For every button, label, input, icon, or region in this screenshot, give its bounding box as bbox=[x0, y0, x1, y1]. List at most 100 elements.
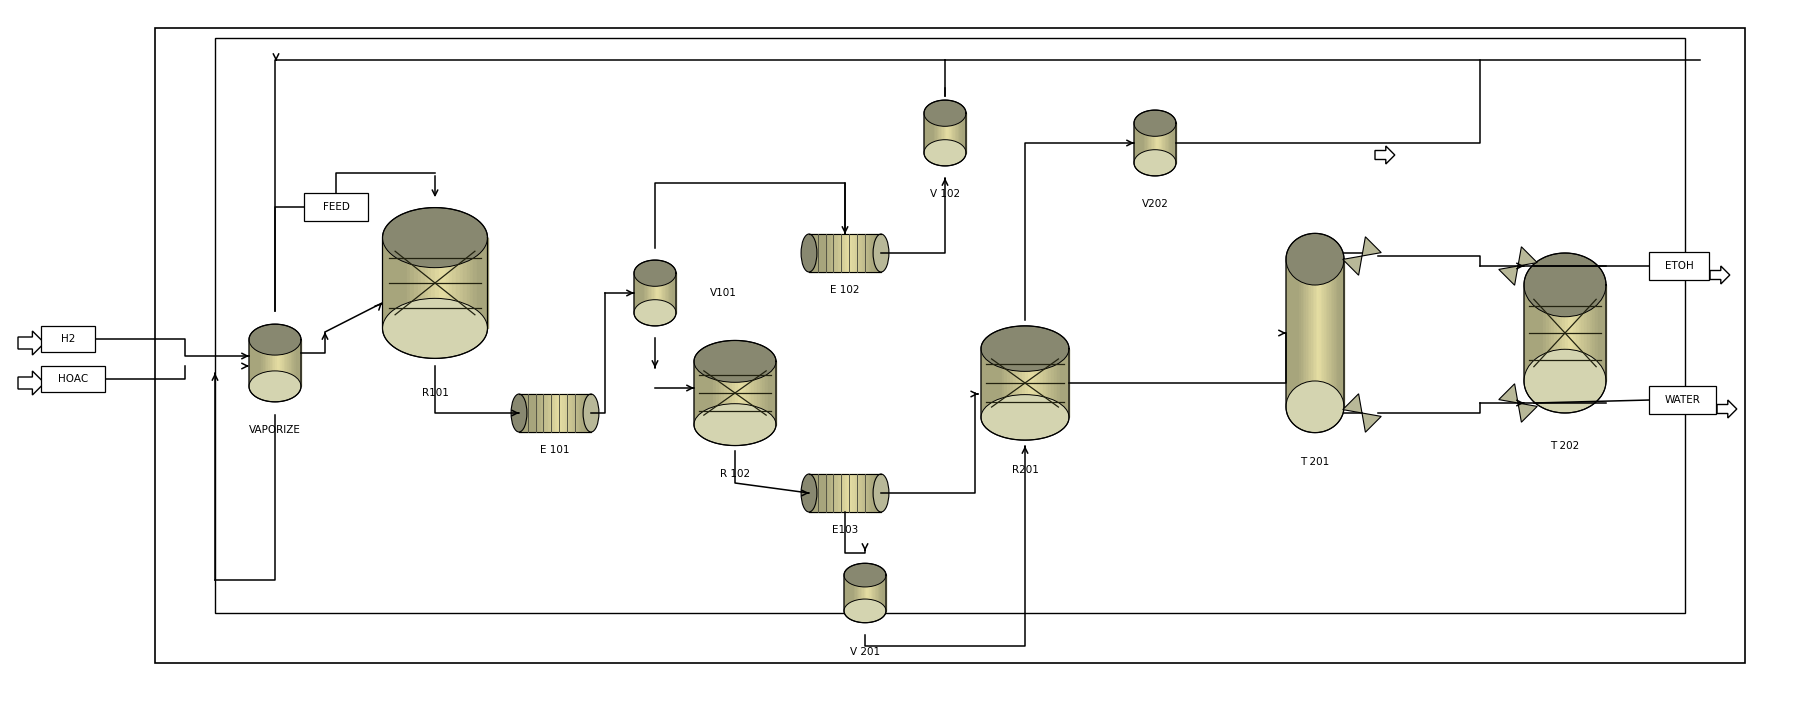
Polygon shape bbox=[470, 238, 473, 328]
FancyBboxPatch shape bbox=[41, 326, 95, 352]
Polygon shape bbox=[455, 238, 459, 328]
Polygon shape bbox=[382, 238, 385, 328]
Polygon shape bbox=[864, 474, 866, 512]
Polygon shape bbox=[1004, 349, 1008, 417]
Polygon shape bbox=[1553, 285, 1557, 381]
Polygon shape bbox=[1546, 285, 1548, 381]
Polygon shape bbox=[826, 234, 828, 272]
Polygon shape bbox=[727, 361, 729, 424]
Polygon shape bbox=[18, 371, 45, 395]
Polygon shape bbox=[1598, 285, 1600, 381]
Polygon shape bbox=[581, 394, 583, 432]
Polygon shape bbox=[707, 361, 711, 424]
Polygon shape bbox=[1535, 285, 1537, 381]
Polygon shape bbox=[565, 394, 567, 432]
Text: E 102: E 102 bbox=[830, 285, 860, 295]
Polygon shape bbox=[808, 474, 812, 512]
Polygon shape bbox=[477, 238, 481, 328]
Polygon shape bbox=[821, 474, 823, 512]
Polygon shape bbox=[1573, 285, 1577, 381]
Polygon shape bbox=[823, 234, 826, 272]
Polygon shape bbox=[713, 361, 716, 424]
Ellipse shape bbox=[1134, 149, 1175, 176]
Polygon shape bbox=[1499, 383, 1517, 403]
FancyBboxPatch shape bbox=[304, 193, 367, 221]
Polygon shape bbox=[452, 238, 455, 328]
Polygon shape bbox=[484, 238, 488, 328]
Polygon shape bbox=[1499, 266, 1517, 285]
Polygon shape bbox=[833, 234, 835, 272]
Polygon shape bbox=[432, 238, 436, 328]
Ellipse shape bbox=[981, 326, 1069, 371]
Ellipse shape bbox=[844, 564, 886, 587]
Polygon shape bbox=[835, 234, 837, 272]
Polygon shape bbox=[1552, 285, 1553, 381]
Polygon shape bbox=[1537, 285, 1541, 381]
Text: V 102: V 102 bbox=[931, 189, 959, 199]
Ellipse shape bbox=[801, 474, 817, 512]
Polygon shape bbox=[1530, 285, 1532, 381]
Polygon shape bbox=[1037, 349, 1040, 417]
Polygon shape bbox=[1010, 349, 1013, 417]
Polygon shape bbox=[1525, 285, 1526, 381]
FancyBboxPatch shape bbox=[41, 366, 104, 392]
Polygon shape bbox=[819, 474, 821, 512]
Polygon shape bbox=[866, 234, 869, 272]
Polygon shape bbox=[844, 474, 848, 512]
Polygon shape bbox=[403, 238, 407, 328]
Polygon shape bbox=[754, 361, 756, 424]
Ellipse shape bbox=[844, 599, 886, 623]
Polygon shape bbox=[481, 238, 484, 328]
Polygon shape bbox=[418, 238, 421, 328]
Polygon shape bbox=[695, 361, 697, 424]
Polygon shape bbox=[864, 234, 866, 272]
Polygon shape bbox=[769, 361, 770, 424]
Polygon shape bbox=[862, 234, 864, 272]
Polygon shape bbox=[1548, 285, 1552, 381]
Polygon shape bbox=[574, 394, 576, 432]
Text: V101: V101 bbox=[709, 288, 736, 298]
Polygon shape bbox=[1055, 349, 1057, 417]
Polygon shape bbox=[1577, 285, 1579, 381]
Polygon shape bbox=[841, 234, 842, 272]
Polygon shape bbox=[567, 394, 569, 432]
Polygon shape bbox=[421, 238, 425, 328]
Polygon shape bbox=[815, 234, 819, 272]
Polygon shape bbox=[1526, 285, 1530, 381]
FancyBboxPatch shape bbox=[1649, 252, 1708, 280]
Polygon shape bbox=[857, 474, 859, 512]
Polygon shape bbox=[828, 234, 830, 272]
Polygon shape bbox=[877, 234, 878, 272]
Polygon shape bbox=[1042, 349, 1046, 417]
Polygon shape bbox=[850, 234, 851, 272]
Polygon shape bbox=[711, 361, 713, 424]
Polygon shape bbox=[857, 234, 859, 272]
Polygon shape bbox=[1562, 285, 1564, 381]
Polygon shape bbox=[729, 361, 733, 424]
Polygon shape bbox=[1031, 349, 1033, 417]
Polygon shape bbox=[1564, 285, 1568, 381]
Polygon shape bbox=[990, 349, 994, 417]
Polygon shape bbox=[1517, 403, 1537, 422]
Polygon shape bbox=[763, 361, 765, 424]
Polygon shape bbox=[407, 238, 410, 328]
Text: H2: H2 bbox=[61, 334, 76, 344]
Polygon shape bbox=[459, 238, 463, 328]
Polygon shape bbox=[837, 474, 841, 512]
Polygon shape bbox=[1579, 285, 1582, 381]
Ellipse shape bbox=[695, 404, 776, 446]
FancyBboxPatch shape bbox=[1649, 386, 1715, 414]
Ellipse shape bbox=[801, 234, 817, 272]
Polygon shape bbox=[576, 394, 580, 432]
Polygon shape bbox=[869, 474, 871, 512]
Text: E103: E103 bbox=[832, 525, 859, 535]
Polygon shape bbox=[1543, 285, 1546, 381]
Polygon shape bbox=[443, 238, 446, 328]
Polygon shape bbox=[844, 234, 848, 272]
Polygon shape bbox=[544, 394, 545, 432]
Polygon shape bbox=[749, 361, 751, 424]
Ellipse shape bbox=[923, 100, 967, 126]
Ellipse shape bbox=[583, 394, 599, 432]
Ellipse shape bbox=[923, 140, 967, 166]
Polygon shape bbox=[389, 238, 392, 328]
